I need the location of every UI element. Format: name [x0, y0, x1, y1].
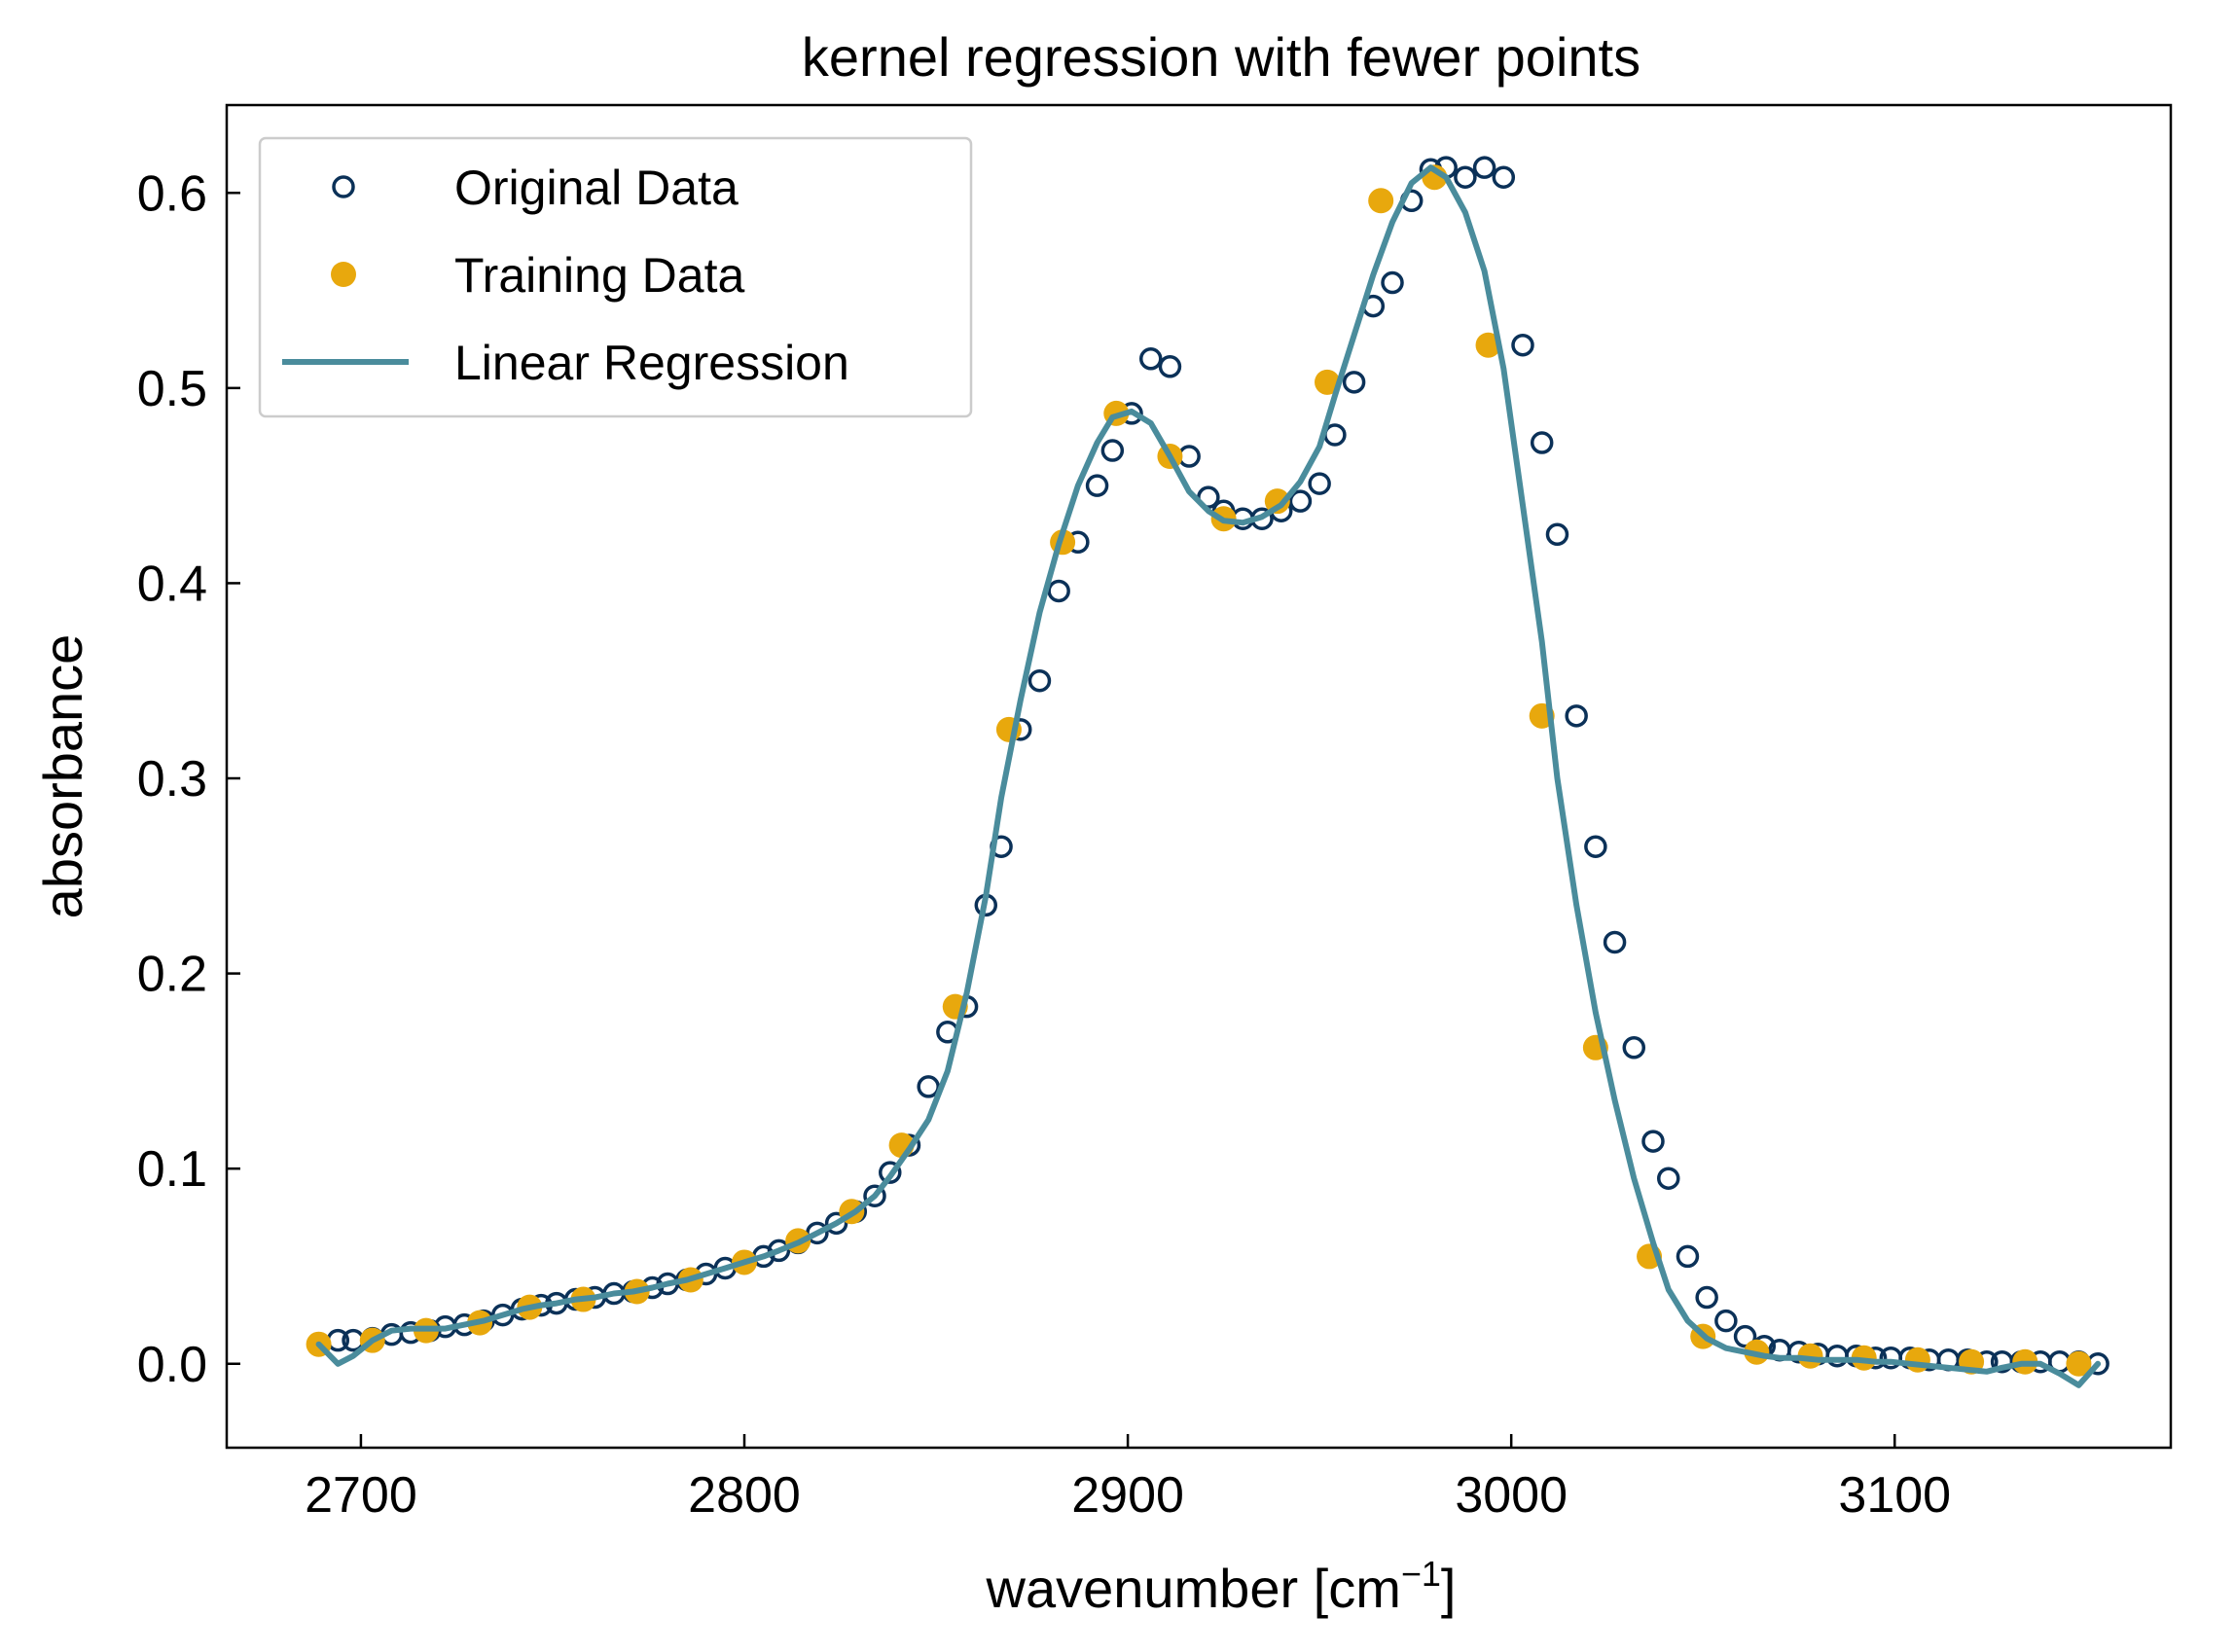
original-data-point [1511, 333, 1534, 357]
y-axis: 0.0 0.1 0.2 0.3 0.4 0.5 0.6 [137, 165, 240, 1393]
original-data-point [1565, 704, 1588, 728]
y-tick-label: 0.2 [137, 947, 207, 1003]
y-tick-label: 0.0 [137, 1337, 207, 1393]
original-data-point [1530, 431, 1554, 454]
y-tick-label: 0.5 [137, 361, 207, 417]
x-axis-label-superscript: −1 [1401, 1554, 1441, 1594]
training-data-point [2066, 1350, 2092, 1377]
x-axis-label-end: ] [1441, 1558, 1457, 1619]
x-tick-label: 2900 [1071, 1467, 1184, 1524]
x-axis-label: wavenumber [cm−1] [986, 1554, 1457, 1619]
original-data-point [1545, 522, 1569, 547]
plot-area [225, 103, 2173, 1450]
original-data-point [824, 1211, 848, 1236]
original-data-point [1381, 270, 1404, 295]
plot-frame [225, 103, 2173, 1450]
original-data-point [1676, 1244, 1700, 1269]
original-data-point [1027, 668, 1052, 693]
original-data-point [1158, 355, 1182, 378]
original-data-point [1733, 1324, 1757, 1348]
linear-regression-line [315, 164, 2102, 1388]
chart-title: kernel regression with fewer points [802, 26, 1640, 88]
training-data-point [1475, 332, 1501, 358]
original-data-point [1714, 1309, 1738, 1333]
y-tick-label: 0.3 [137, 751, 207, 808]
legend-label-original-data: Original Data [454, 161, 739, 215]
x-axis-label-main: wavenumber [cm [986, 1558, 1401, 1619]
original-data-point [863, 1184, 886, 1207]
legend-label-linear-regression: Linear Regression [454, 336, 849, 390]
original-data-point [1584, 835, 1607, 858]
series-layer [306, 156, 2109, 1388]
x-tick-label: 3100 [1838, 1467, 1951, 1524]
training-data-point [1904, 1347, 1930, 1373]
original-data-point [1657, 1167, 1680, 1190]
original-data-point [1695, 1285, 1718, 1310]
original-data-point [1308, 472, 1331, 495]
x-tick-label: 3000 [1455, 1467, 1568, 1524]
y-axis-label: absorbance [32, 634, 93, 919]
x-axis: 2700 2800 2900 3000 3100 [305, 1434, 1951, 1524]
original-data-point [1472, 156, 1496, 179]
original-data-point [1603, 930, 1627, 954]
x-tick-label: 2700 [305, 1467, 417, 1524]
training-data-point [1264, 488, 1290, 515]
legend-label-training-data: Training Data [454, 248, 744, 303]
original-data-point [1100, 439, 1125, 462]
original-data-point [1288, 489, 1313, 513]
legend-box [258, 136, 973, 418]
original-data-point [767, 1239, 791, 1263]
original-data-point [1342, 371, 1366, 394]
x-tick-label: 2800 [688, 1467, 801, 1524]
legend-marker-original-data [332, 175, 355, 198]
y-tick-label: 0.1 [137, 1141, 207, 1198]
legend-marker-training-data [331, 262, 356, 287]
y-tick-label: 0.6 [137, 165, 207, 222]
legend: Original Data Training Data Linear Regre… [258, 136, 973, 418]
original-data-point [1047, 579, 1070, 603]
original-data-point [1454, 165, 1477, 189]
original-data-point [1641, 1130, 1665, 1153]
y-tick-label: 0.4 [137, 556, 207, 612]
original-data-point [1622, 1036, 1646, 1059]
original-data-point [879, 1161, 902, 1184]
training-data-point [1315, 369, 1341, 395]
original-data-point [1492, 165, 1516, 189]
original-data-point [1085, 474, 1109, 497]
training-data-point [1368, 188, 1394, 214]
original-data-point [917, 1075, 940, 1098]
original-data-point [1138, 347, 1163, 371]
